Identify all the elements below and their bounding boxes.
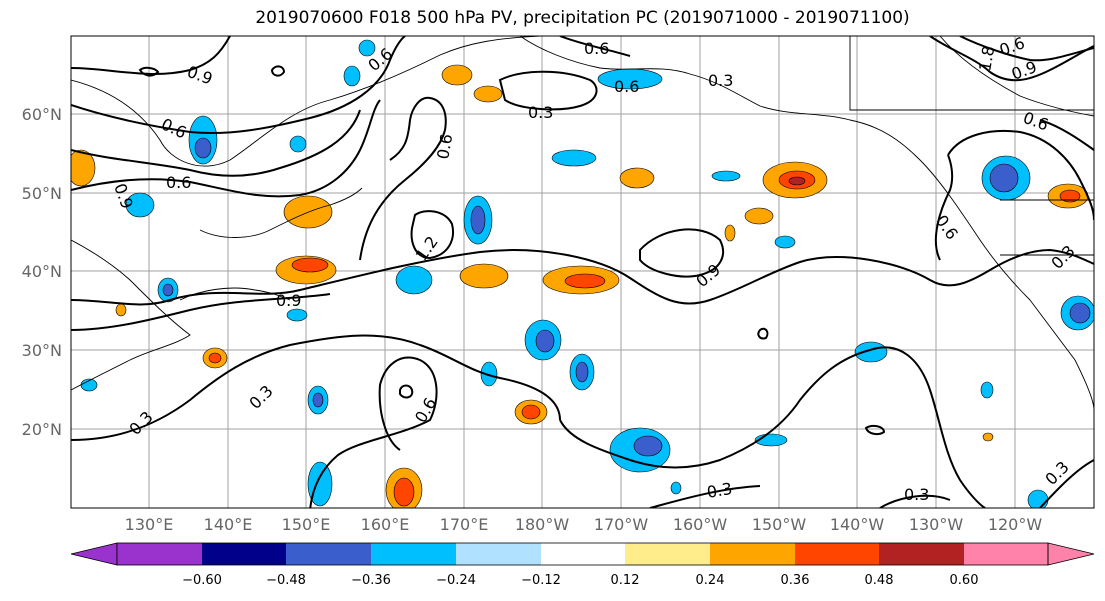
- colorbar-outline: [116, 542, 1049, 566]
- colorbar-extend-left: [70, 542, 118, 566]
- colorbar-swatch: [541, 543, 625, 565]
- colorbar-swatch: [202, 543, 286, 565]
- lat-label: 20°N: [22, 420, 62, 439]
- lon-label: 180°W: [515, 515, 570, 534]
- colorbar-swatch: [879, 543, 964, 565]
- pv-contours: [71, 36, 1094, 508]
- precip-negative-blobs: [80, 39, 1094, 508]
- lat-label: 50°N: [22, 184, 62, 203]
- map-frame: [70, 35, 1095, 509]
- contour-label: 0.6: [997, 33, 1027, 60]
- lon-label: 140°W: [830, 515, 885, 534]
- latitude-labels: 60°N 50°N 40°N 30°N 20°N: [22, 105, 62, 439]
- lon-label: 160°W: [673, 515, 728, 534]
- colorbar-tick-label: 0.36: [781, 573, 810, 588]
- colorbar: −0.60 −0.48 −0.36 −0.24 −0.12 0.12 0.24 …: [70, 542, 1095, 588]
- contour-label: 0.6: [614, 77, 639, 96]
- lat-label: 40°N: [22, 262, 62, 281]
- contour-label: 0.6: [433, 132, 456, 160]
- colorbar-swatch: [964, 543, 1048, 565]
- contour-label: 0.3: [705, 479, 733, 502]
- lon-label: 150°E: [282, 515, 331, 534]
- colorbar-swatch: [625, 543, 710, 565]
- colorbar-extend-right: [1047, 542, 1095, 566]
- chart-title: 2019070600 F018 500 hPa PV, precipitatio…: [255, 8, 910, 28]
- precip-positive-blobs: [71, 64, 1089, 508]
- colorbar-tick-label: −0.48: [266, 573, 306, 588]
- contour-label: 0.6: [166, 173, 191, 192]
- coastlines: [71, 36, 1094, 411]
- colorbar-tick-label: 0.48: [865, 573, 894, 588]
- lon-label: 150°W: [752, 515, 807, 534]
- colorbar-swatch: [795, 543, 879, 565]
- contour-label: 1.8: [975, 44, 998, 72]
- lon-label: 120°W: [988, 515, 1043, 534]
- lon-label: 140°E: [204, 515, 253, 534]
- colorbar-swatch: [286, 543, 371, 565]
- colorbar-tick-label: −0.12: [521, 573, 561, 588]
- colorbar-swatch: [117, 543, 202, 565]
- colorbar-tick-label: 0.12: [611, 573, 640, 588]
- contour-label: 0.9: [276, 291, 301, 310]
- colorbar-tick-label: −0.24: [436, 573, 476, 588]
- lat-label: 30°N: [22, 341, 62, 360]
- lon-label: 170°E: [440, 515, 489, 534]
- colorbar-swatch: [371, 543, 456, 565]
- lon-label: 130°E: [125, 515, 174, 534]
- lon-label: 170°W: [594, 515, 649, 534]
- longitude-labels: 130°E 140°E 150°E 160°E 170°E 180°W 170°…: [125, 515, 1043, 534]
- contour-label: 0.6: [584, 39, 609, 58]
- colorbar-swatch: [456, 543, 541, 565]
- colorbar-tick-label: 0.60: [950, 573, 979, 588]
- colorbar-tick-label: 0.24: [696, 573, 725, 588]
- colorbar-swatch: [710, 543, 795, 565]
- lon-label: 160°E: [361, 515, 410, 534]
- colorbar-tick-label: −0.36: [351, 573, 391, 588]
- contour-label: 0.3: [708, 71, 733, 90]
- lon-label: 130°W: [909, 515, 964, 534]
- lat-label: 60°N: [22, 105, 62, 124]
- contour-label: 0.3: [528, 103, 553, 122]
- colorbar-tick-label: −0.60: [182, 573, 222, 588]
- contour-label: 0.3: [904, 485, 929, 504]
